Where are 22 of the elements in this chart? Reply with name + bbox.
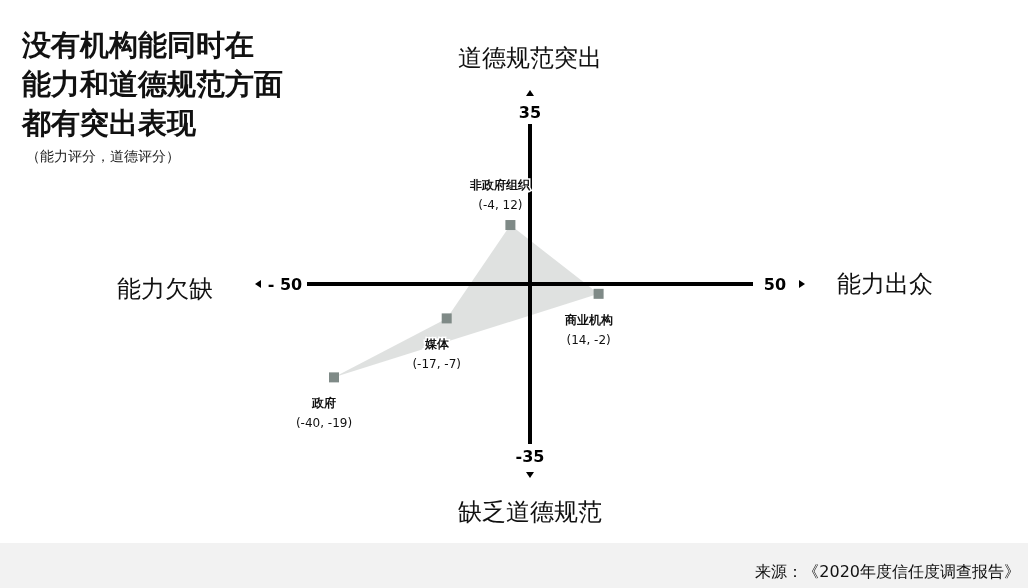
x-tick-label: 50 <box>763 275 787 294</box>
text: （能力评分，道德评分） <box>26 148 180 166</box>
data-label: (-4, 12) <box>478 198 523 213</box>
point <box>593 288 604 299</box>
series-label: 媒体 <box>423 337 450 352</box>
text: 缺乏道德规范 <box>458 498 602 526</box>
source-note: 来源：《2020年度信任度调查报告》 <box>755 562 1020 583</box>
text: 道德规范突出 <box>458 44 602 72</box>
y-tick-label: 35 <box>518 103 542 122</box>
series-label: 政府 <box>311 396 336 411</box>
point <box>329 372 339 383</box>
data-label: (-40, -19) <box>295 416 353 431</box>
point <box>505 220 516 231</box>
text: 能力欠缺 <box>117 275 213 303</box>
y-tick-label: -35 <box>515 447 545 466</box>
data-label: (14, -2) <box>566 332 611 347</box>
x-tick-label: - 50 <box>267 275 303 294</box>
text: 能力出众 <box>837 270 933 298</box>
point <box>441 313 452 324</box>
series-label: 商业机构 <box>563 312 613 327</box>
chart-title: 没有机构能同时在能力和道德规范方面都有突出表现 <box>22 27 284 142</box>
data-label: (-17, -7) <box>412 357 461 372</box>
